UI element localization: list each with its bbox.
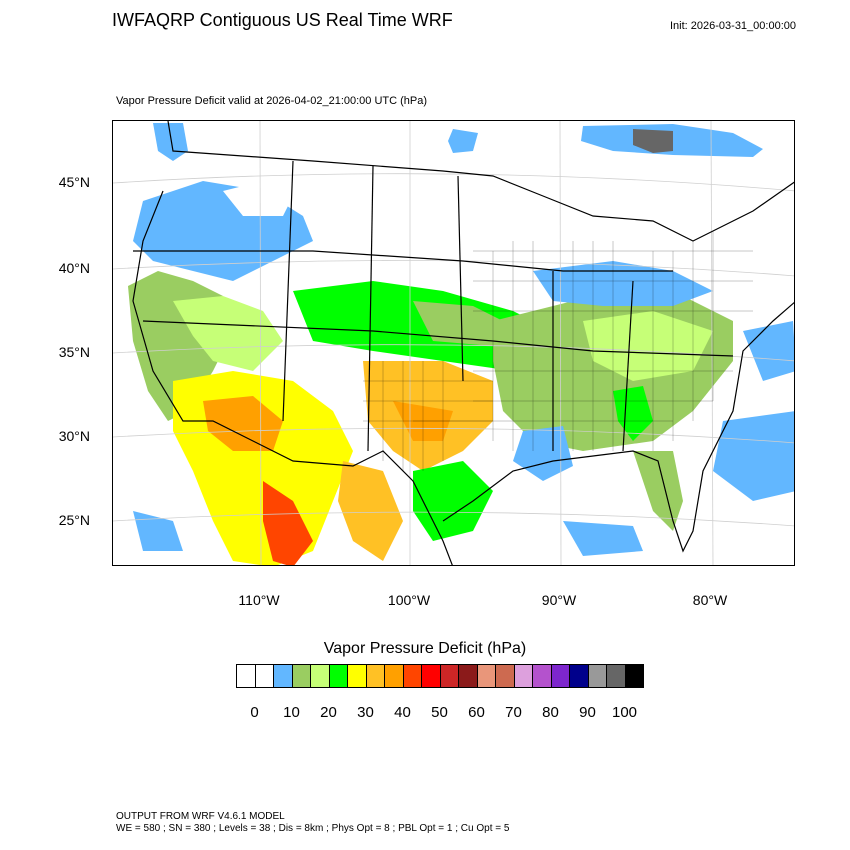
colorbar-tick-label: 80 [542, 704, 559, 721]
colorbar-swatch-3 [291, 664, 311, 688]
colorbar-tick-label: 20 [320, 704, 337, 721]
colorbar-swatch-13 [476, 664, 496, 688]
colorbar-swatch-19 [587, 664, 607, 688]
lon-label-90w: 90°W [541, 592, 577, 608]
colorbar-swatch-5 [328, 664, 348, 688]
vpd-region-appalachia [583, 311, 713, 381]
main-title: IWFAQRP Contiguous US Real Time WRF [112, 10, 453, 30]
lat-label-45: 45°N [58, 174, 90, 190]
colorbar-swatch-7 [365, 664, 385, 688]
lon-label-110w: 110°W [238, 592, 280, 608]
vpd-region-idaho-white [223, 181, 293, 216]
colorbar-swatch-12 [458, 664, 478, 688]
vpd-region-georgia [613, 386, 653, 441]
colorbar-tick-label: 40 [394, 704, 411, 721]
colorbar-tick-label: 50 [431, 704, 448, 721]
colorbar-swatch-21 [624, 664, 644, 688]
colorbar-tick-label: 100 [611, 704, 638, 721]
colorbar-title: Vapor Pressure Deficit (hPa) [323, 640, 527, 657]
map-panel [112, 120, 795, 566]
vpd-region-chihuahua [338, 461, 403, 561]
colorbar-swatch-4 [310, 664, 330, 688]
colorbar-swatch-9 [402, 664, 422, 688]
vpd-region-atlantic-2 [713, 411, 794, 501]
vpd-region-kansas [413, 301, 513, 346]
vpd-region-ohio-blue [533, 261, 713, 306]
colorbar-tick-label: 30 [357, 704, 374, 721]
colorbar-swatch-18 [569, 664, 589, 688]
colorbar-swatch-20 [606, 664, 626, 688]
vpd-region-canada-mid [448, 129, 478, 153]
lat-label-40: 40°N [58, 260, 90, 276]
colorbar-tick-label: 70 [505, 704, 522, 721]
colorbar-swatch-17 [550, 664, 570, 688]
colorbar-swatch-1 [254, 664, 274, 688]
vpd-region-arizona-orange [203, 396, 283, 451]
lat-label-35: 35°N [58, 344, 90, 360]
colorbar-swatch-6 [347, 664, 367, 688]
colorbar-swatch-2 [273, 664, 293, 688]
colorbar-swatch-0 [236, 664, 256, 688]
vpd-region-sonora-red [263, 481, 313, 565]
county-lines [363, 231, 753, 471]
vpd-region-pacific [133, 511, 183, 551]
model-info-line1: OUTPUT FROM WRF V4.6.1 MODEL [116, 811, 285, 822]
colorbar [236, 664, 644, 688]
vpd-region-nevada [173, 296, 283, 371]
colorbar-swatch-15 [513, 664, 533, 688]
lat-label-25: 25°N [58, 512, 90, 528]
vpd-map [113, 121, 794, 565]
model-info-line2: WE = 580 ; SN = 380 ; Levels = 38 ; Dis … [116, 823, 510, 834]
lon-label-100w: 100°W [387, 592, 431, 608]
vpd-region-canada-dark [633, 129, 673, 153]
vpd-region-atlantic-1 [743, 321, 794, 381]
lon-label-80w: 80°W [692, 592, 728, 608]
colorbar-tick-label: 0 [250, 704, 259, 721]
colorbar-swatch-11 [439, 664, 459, 688]
colorbar-tick-label: 10 [283, 704, 300, 721]
plot-subtitle: Vapor Pressure Deficit valid at 2026-04-… [116, 95, 428, 107]
init-time-label: Init: 2026-03-31_00:00:00 [670, 20, 796, 32]
colorbar-swatch-10 [421, 664, 441, 688]
vpd-region-gulf [563, 521, 643, 556]
colorbar-tick-label: 90 [579, 704, 596, 721]
graticule [113, 121, 794, 565]
lat-label-30: 30°N [58, 428, 90, 444]
colorbar-swatch-16 [532, 664, 552, 688]
colorbar-tick-label: 60 [468, 704, 485, 721]
colorbar-swatch-8 [384, 664, 404, 688]
colorbar-swatch-14 [495, 664, 515, 688]
